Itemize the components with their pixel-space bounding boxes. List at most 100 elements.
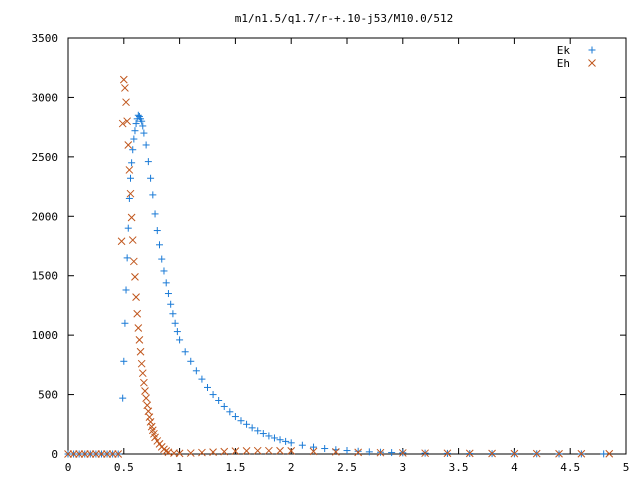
data-point-ek <box>122 286 130 294</box>
legend-label-ek: Ek <box>557 44 571 57</box>
data-point-ek <box>139 122 147 130</box>
data-point-eh <box>122 98 130 107</box>
y-tick-label: 500 <box>38 389 58 402</box>
data-point-ek <box>198 375 206 383</box>
data-point-eh <box>128 236 137 244</box>
data-point-ek <box>140 129 148 137</box>
data-point-eh <box>198 448 206 457</box>
data-point-ek <box>365 448 373 456</box>
x-tick-label: 2 <box>288 461 295 474</box>
x-tick-label: 0 <box>65 461 72 474</box>
data-point-eh <box>242 447 251 455</box>
data-point-ek <box>120 357 128 365</box>
data-point-ek <box>215 397 223 405</box>
data-point-eh <box>605 449 614 458</box>
data-point-eh <box>162 447 171 455</box>
data-point-eh <box>80 450 89 458</box>
series-ek <box>64 111 608 458</box>
data-point-ek <box>298 441 306 449</box>
data-point-ek <box>131 127 139 135</box>
x-tick-label: 3.5 <box>449 461 469 474</box>
data-point-ek <box>321 445 329 453</box>
data-point-ek <box>220 402 228 410</box>
data-point-eh <box>146 418 155 426</box>
data-point-ek <box>119 394 127 402</box>
data-point-ek <box>248 424 256 432</box>
y-tick-label: 1000 <box>32 329 59 342</box>
data-point-ek <box>123 254 131 262</box>
data-point-ek <box>243 420 251 428</box>
x-tick-label: 4 <box>511 461 518 474</box>
data-point-eh <box>309 447 318 456</box>
data-point-eh <box>331 448 340 456</box>
data-point-ek <box>209 391 217 399</box>
data-point-eh <box>141 387 149 395</box>
data-point-ek <box>265 432 273 440</box>
data-point-eh <box>398 449 407 457</box>
data-point-eh <box>145 413 154 422</box>
data-point-eh <box>92 450 100 458</box>
x-tick-label: 1 <box>176 461 183 474</box>
data-point-ek <box>121 319 129 327</box>
data-point-ek <box>147 174 155 182</box>
data-point-eh <box>114 450 123 458</box>
data-point-ek <box>270 434 278 442</box>
data-point-ek <box>128 159 136 167</box>
data-point-ek <box>259 430 267 438</box>
plot-marks <box>64 75 614 458</box>
data-point-ek <box>138 117 146 125</box>
chart-title: m1/n1.5/q1.7/r-+.10-j53/M10.0/512 <box>235 12 454 25</box>
data-point-ek <box>187 357 195 365</box>
data-point-eh <box>231 447 240 456</box>
data-point-eh <box>287 447 296 455</box>
data-point-ek <box>310 443 318 451</box>
data-point-ek <box>156 241 164 249</box>
x-tick-label: 0.5 <box>114 461 134 474</box>
data-point-ek <box>181 348 189 356</box>
data-point-eh <box>124 141 133 149</box>
data-point-eh <box>253 446 262 455</box>
data-point-eh <box>135 336 144 344</box>
data-point-eh <box>75 450 84 458</box>
data-point-eh <box>140 378 148 387</box>
data-point-ek <box>231 413 239 421</box>
data-point-eh <box>133 309 142 318</box>
data-point-ek <box>134 111 142 119</box>
data-point-ek <box>160 267 168 275</box>
data-point-eh <box>138 369 147 378</box>
data-point-ek <box>129 146 137 154</box>
series-eh <box>64 75 614 458</box>
data-point-ek <box>388 449 396 457</box>
data-point-eh <box>103 450 111 458</box>
data-point-ek <box>153 227 161 235</box>
data-point-eh <box>121 84 129 92</box>
data-point-ek <box>354 447 362 455</box>
data-point-eh <box>127 213 136 222</box>
data-point-ek <box>287 439 295 447</box>
data-point-eh <box>136 347 145 356</box>
y-tick-label: 2500 <box>32 151 59 164</box>
data-point-ek <box>173 328 181 336</box>
data-point-ek <box>282 437 290 445</box>
data-point-ek <box>254 427 262 435</box>
data-point-eh <box>532 449 541 458</box>
data-point-eh <box>97 450 106 458</box>
data-point-ek <box>164 290 172 298</box>
y-axis: 0 500 1000 1500 2000 2500 3000 3500 <box>32 32 626 461</box>
data-point-eh <box>577 449 586 458</box>
data-point-eh <box>465 449 474 458</box>
data-point-eh <box>186 449 195 457</box>
data-point-eh <box>142 394 150 402</box>
data-point-ek <box>144 158 152 166</box>
data-point-eh <box>123 117 132 126</box>
data-point-eh <box>64 450 72 458</box>
x-tick-label: 5 <box>623 461 630 474</box>
y-tick-label: 3500 <box>32 32 59 45</box>
data-point-eh <box>209 448 217 456</box>
data-point-eh <box>131 273 139 281</box>
data-point-ek <box>600 450 608 458</box>
data-point-eh <box>86 450 95 458</box>
data-point-eh <box>555 449 563 458</box>
data-point-eh <box>118 119 127 128</box>
